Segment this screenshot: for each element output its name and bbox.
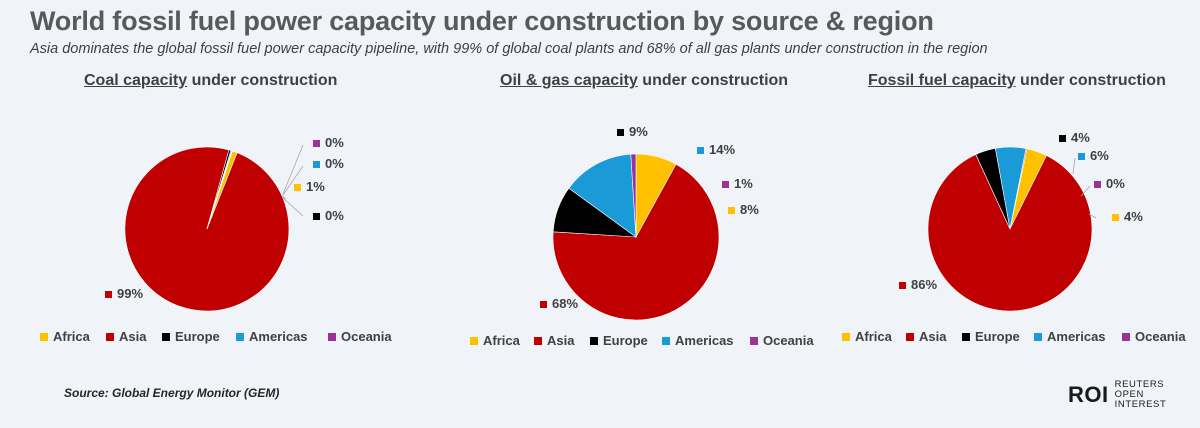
coal-label-key-asia: [105, 291, 112, 298]
page-title: World fossil fuel power capacity under c…: [30, 6, 934, 36]
coal-chart-title: Coal capacity under construction: [84, 72, 337, 90]
oilgas-slice-americas: [568, 153, 637, 238]
coal-slice-oceania: [206, 150, 233, 230]
coal-legend-swatch-asia: [106, 333, 114, 341]
coal-legend-swatch-europe: [162, 333, 170, 341]
fossil-slice-oceania: [1009, 148, 1028, 230]
coal-label-key-oceania: [313, 140, 320, 147]
coal-label-africa: 1%: [306, 179, 325, 194]
coal-legend-swatch-oceania: [328, 333, 336, 341]
coal-leader-africa: [281, 195, 287, 200]
fossil-legend-swatch-americas: [1034, 333, 1042, 341]
roi-logo-mark: ROI: [1068, 382, 1109, 407]
oilgas-legend-americas: Americas: [675, 333, 734, 348]
fossil-label-europe: 4%: [1071, 130, 1090, 145]
fossil-legend-swatch-africa: [842, 333, 850, 341]
fossil-leader-africa: [1088, 213, 1097, 219]
coal-leader-europe: [282, 197, 304, 217]
fossil-label-americas: 6%: [1090, 148, 1109, 163]
coal-pie-chart: 1% 99% 0% 0% 0% Africa Asia Europe Americas Ocean…: [40, 135, 392, 344]
oilgas-slice-oceania: [630, 153, 637, 238]
fossil-legend-swatch-europe: [962, 333, 970, 341]
fossil-legend-oceania: Oceania: [1135, 329, 1186, 344]
oilgas-legend-oceania: Oceania: [763, 333, 814, 348]
oilgas-chart-title-rest: under construction: [637, 72, 789, 89]
oilgas-label-key-asia: [540, 301, 547, 308]
coal-legend-africa: Africa: [53, 329, 91, 344]
coal-label-americas: 0%: [325, 156, 344, 171]
oilgas-label-asia: 68%: [552, 296, 578, 311]
fossil-legend-americas: Americas: [1047, 329, 1106, 344]
fossil-legend-europe: Europe: [975, 329, 1020, 344]
coal-chart-title-rest: under construction: [187, 72, 338, 89]
oilgas-legend-swatch-europe: [590, 337, 598, 345]
coal-chart-title-underlined: Coal capacity: [84, 72, 188, 89]
oilgas-legend-swatch-oceania: [750, 337, 758, 345]
coal-legend-swatch-africa: [40, 333, 48, 341]
oilgas-label-africa: 8%: [740, 202, 759, 217]
fossil-chart-title-underlined: Fossil fuel capacity: [868, 72, 1016, 89]
oilgas-label-americas: 14%: [709, 142, 735, 157]
oilgas-label-key-europe: [617, 129, 624, 136]
coal-label-key-europe: [313, 213, 320, 220]
fossil-leader-americas: [1072, 157, 1076, 175]
fossil-legend-swatch-asia: [906, 333, 914, 341]
oilgas-label-key-americas: [697, 147, 704, 154]
coal-label-key-americas: [313, 161, 320, 168]
oilgas-legend-asia: Asia: [547, 333, 575, 348]
fossil-legend-africa: Africa: [855, 329, 893, 344]
fossil-label-asia: 86%: [911, 277, 937, 292]
oilgas-label-europe: 9%: [629, 124, 648, 139]
coal-leader-oceania: [282, 144, 304, 195]
fossil-label-africa: 4%: [1124, 209, 1143, 224]
coal-legend-oceania: Oceania: [341, 329, 392, 344]
oilgas-label-key-africa: [728, 207, 735, 214]
fossil-label-key-asia: [899, 282, 906, 289]
oilgas-legend-swatch-asia: [534, 337, 542, 345]
fossil-label-key-americas: [1078, 153, 1085, 160]
coal-label-asia: 99%: [117, 286, 143, 301]
oilgas-label-oceania: 1%: [734, 176, 753, 191]
fossil-leader-oceania: [1080, 185, 1091, 197]
fossil-pie-chart: 4%86%4%6%0%Africa Asia Europe Americas Ocean…: [842, 130, 1186, 344]
oilgas-legend-swatch-africa: [470, 337, 478, 345]
fossil-label-oceania: 0%: [1106, 176, 1125, 191]
coal-legend-europe: Europe: [175, 329, 220, 344]
oilgas-slice-asia: [552, 163, 720, 321]
fossil-slice-asia: [927, 154, 1093, 312]
oilgas-legend-africa: Africa: [483, 333, 521, 348]
coal-leader-americas: [282, 165, 304, 196]
coal-label-key-africa: [294, 184, 301, 191]
coal-label-oceania: 0%: [325, 135, 344, 150]
page-subtitle: Asia dominates the global fossil fuel po…: [30, 41, 988, 57]
fossil-legend-asia: Asia: [919, 329, 947, 344]
oilgas-legend-europe: Europe: [603, 333, 648, 348]
roi-logo-text: REUTERS OPEN INTEREST: [1114, 379, 1167, 410]
coal-legend-asia: Asia: [119, 329, 147, 344]
oilgas-chart-title-underlined: Oil & gas capacity: [500, 72, 638, 89]
fossil-legend-swatch-oceania: [1122, 333, 1130, 341]
oilgas-label-key-oceania: [722, 181, 729, 188]
fossil-label-key-oceania: [1094, 181, 1101, 188]
oilgas-pie-chart: 8% 68% 9% 14% 1% Africa Asia Europe Americas Ocea…: [470, 124, 814, 348]
oilgas-chart-title: Oil & gas capacity under construction: [500, 72, 788, 90]
roi-logo: ROI REUTERS OPEN INTEREST: [1068, 380, 1195, 410]
fossil-label-key-africa: [1112, 214, 1119, 221]
coal-legend-americas: Americas: [249, 329, 308, 344]
coal-legend-swatch-americas: [236, 333, 244, 341]
source-note: Source: Global Energy Monitor (GEM): [64, 386, 280, 400]
fossil-chart-title-rest: under construction: [1015, 72, 1166, 89]
oilgas-legend-swatch-americas: [662, 337, 670, 345]
fossil-chart-title: Fossil fuel capacity under construction: [868, 72, 1166, 90]
coal-label-europe: 0%: [325, 208, 344, 223]
fossil-label-key-europe: [1059, 135, 1066, 142]
